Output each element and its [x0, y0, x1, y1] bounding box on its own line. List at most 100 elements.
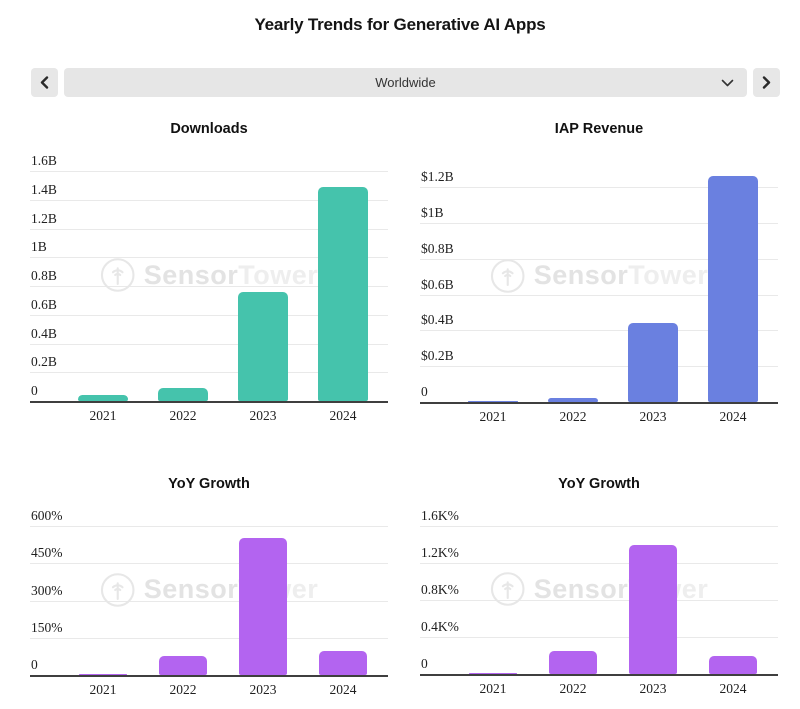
x-tick-label: 2022 — [559, 409, 587, 424]
y-tick-label: $1.2B — [421, 169, 454, 184]
previous-region-button[interactable] — [31, 68, 58, 97]
x-tick-label: 2021 — [89, 408, 117, 423]
next-region-button[interactable] — [753, 68, 780, 97]
chevron-left-icon — [40, 76, 49, 89]
y-tick-label: 450% — [31, 545, 63, 561]
page-title: Yearly Trends for Generative AI Apps — [254, 15, 546, 34]
iap-revenue-plot-area: SensorTower 0 $0.2B $0.4B $0.6B $0.8B $1B $1.2… — [420, 147, 778, 404]
bar-2024 — [318, 186, 368, 401]
y-tick-label: 0.8K% — [421, 582, 459, 597]
bar-2022 — [549, 650, 597, 674]
y-tick-label: $0.8B — [421, 240, 454, 256]
x-axis-line — [30, 675, 388, 677]
gridline — [420, 563, 778, 564]
gridline — [30, 286, 388, 287]
region-dropdown[interactable]: Worldwide — [64, 68, 747, 97]
downloads-plot-area: SensorTower 0 0.2B 0.4B 0.6B 0.8B 1B 1.2B 1.4B 1… — [30, 147, 388, 403]
bar-2022 — [548, 397, 598, 402]
y-tick-label: $0.6B — [421, 276, 454, 292]
gridline — [420, 366, 778, 368]
x-tick-label: 2022 — [169, 682, 197, 697]
x-tick-label: 2021 — [479, 409, 507, 424]
sensor-tower-logo-icon — [490, 258, 526, 294]
y-tick-label: 0 — [31, 383, 38, 398]
gridline — [30, 314, 388, 316]
y-tick-label: 0.4K% — [421, 619, 459, 634]
gridline — [30, 526, 388, 527]
chevron-down-icon — [721, 79, 734, 87]
sensor-tower-logo-icon — [490, 571, 526, 607]
gridline — [30, 563, 388, 565]
y-tick-label: 1.6K% — [421, 508, 459, 523]
gridline — [30, 199, 388, 201]
y-tick-label: 1B — [31, 239, 47, 255]
gridline — [420, 600, 778, 601]
y-tick-label: 0.2B — [31, 354, 57, 370]
gridline — [30, 257, 388, 259]
chevron-right-icon — [762, 76, 771, 89]
y-tick-label: 1.4B — [31, 181, 57, 197]
bar-2024 — [319, 651, 367, 675]
x-tick-label: 2023 — [249, 408, 277, 423]
yoy-revenue-plot-area: SensorTower 00.4K%0.8K%1.2K%1.6K% — [420, 502, 778, 676]
x-tick-label: 2022 — [559, 681, 587, 696]
gridline — [420, 526, 778, 527]
gridline — [420, 294, 778, 296]
x-tick-label: 2024 — [329, 682, 357, 697]
x-axis-line — [420, 674, 778, 676]
sensor-tower-logo-icon — [100, 257, 136, 293]
x-tick-label: 2021 — [479, 681, 507, 696]
x-tick-label: 2024 — [329, 408, 357, 423]
bar-2023 — [629, 545, 677, 674]
x-tick-label: 2023 — [639, 409, 667, 424]
y-tick-label: 0 — [421, 384, 428, 399]
sensor-tower-watermark: SensorTower — [100, 257, 319, 293]
y-tick-label: 300% — [31, 582, 63, 598]
chart-title-iap-revenue: IAP Revenue — [554, 121, 644, 137]
chart-iap-revenue: IAP Revenue SensorTower 0 $0.2B $0.4B $0.6B… — [420, 97, 778, 431]
bar-2022 — [159, 656, 207, 675]
gridline — [30, 171, 388, 172]
y-tick-label: 150% — [31, 619, 63, 635]
bar-2024 — [709, 655, 757, 674]
sensor-tower-logo-icon — [100, 572, 136, 608]
x-tick-label: 2023 — [249, 682, 277, 697]
y-tick-label: 1.2K% — [421, 545, 459, 560]
gridline — [420, 222, 778, 224]
gridline — [30, 600, 388, 602]
y-tick-label: $1B — [421, 204, 444, 220]
gridline — [30, 637, 388, 639]
gridline — [30, 228, 388, 230]
bar-2023 — [239, 538, 287, 675]
gridline — [30, 343, 388, 345]
bar-2023 — [628, 323, 678, 402]
yoy-revenue-x-axis: 2021 2022 2023 2024 — [420, 681, 778, 703]
bar-2021 — [78, 395, 128, 401]
bar-2021 — [79, 673, 127, 675]
x-tick-label: 2024 — [719, 409, 747, 424]
y-tick-label: 1.6B — [31, 153, 57, 168]
x-tick-label: 2024 — [719, 681, 747, 696]
chart-yoy-growth-downloads: YoY Growth SensorTower 0150%300%450%600%… — [30, 431, 388, 704]
chart-title-downloads: Downloads — [170, 121, 248, 137]
iap-revenue-x-axis: 2021 2022 2023 2024 — [420, 409, 778, 431]
bar-2021 — [468, 400, 518, 402]
chart-title-yoy-revenue: YoY Growth — [558, 476, 640, 492]
y-tick-label: 0.6B — [31, 296, 57, 312]
downloads-x-axis: 2021 2022 2023 2024 — [30, 408, 388, 430]
y-tick-label: 600% — [31, 508, 63, 523]
bar-2021 — [469, 672, 517, 674]
x-tick-label: 2021 — [89, 682, 117, 697]
y-tick-label: $0.4B — [421, 312, 454, 328]
y-tick-label: 1.2B — [31, 210, 57, 226]
region-selector: Worldwide — [31, 68, 780, 97]
chart-title-yoy-downloads: YoY Growth — [168, 476, 250, 492]
x-axis-line — [30, 401, 388, 403]
bar-2022 — [158, 388, 208, 401]
y-tick-label: $0.2B — [421, 348, 454, 364]
gridline — [420, 330, 778, 332]
charts-grid: Downloads SensorTower 0 0.2B 0.4B 0.6B 0.8B 1… — [0, 97, 800, 704]
yoy-downloads-x-axis: 2021 2022 2023 2024 — [30, 682, 388, 704]
region-dropdown-value: Worldwide — [375, 75, 436, 90]
